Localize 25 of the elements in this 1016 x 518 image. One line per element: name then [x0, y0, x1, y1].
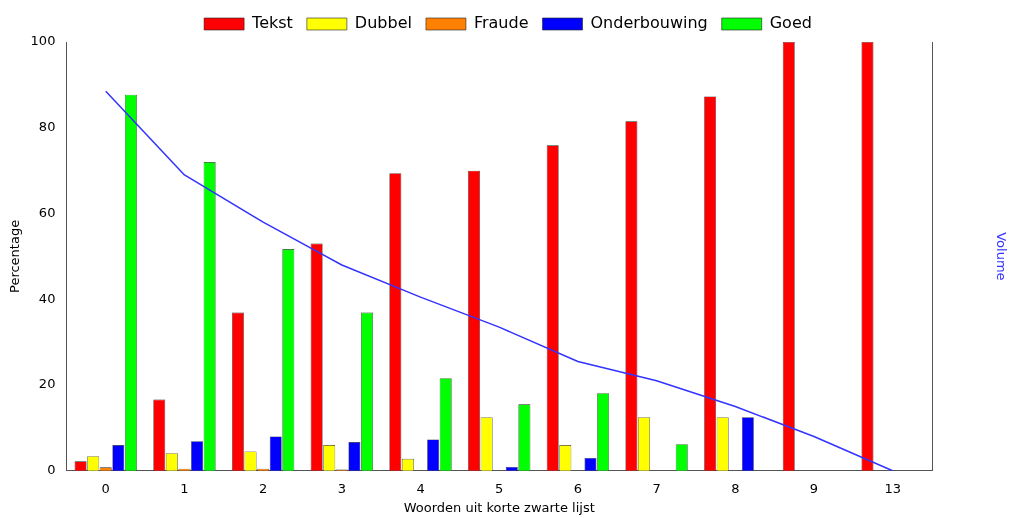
legend-label: Onderbouwing	[590, 13, 708, 33]
x-axis-title: Woorden uit korte zwarte lijst	[403, 499, 595, 515]
y-tick-label: 100	[30, 33, 56, 49]
x-tick-label: 3	[337, 480, 346, 496]
legend-label: Tekst	[251, 13, 293, 33]
y-axis-title: Percentage	[7, 219, 23, 293]
x-tick-label: 7	[652, 480, 661, 496]
x-tick-label: 13	[884, 480, 901, 496]
legend-label: Fraude	[473, 13, 529, 33]
x-tick-label: 5	[495, 480, 504, 496]
x-tick-label: 6	[573, 480, 583, 496]
x-tick-label: 8	[731, 480, 740, 496]
x-tick-label: 1	[180, 480, 189, 496]
y-tick-label: 0	[47, 462, 56, 478]
y2-axis-title: Volume	[993, 232, 1009, 281]
legend-label: Dubbel	[354, 13, 412, 33]
legend-label: Goed	[769, 13, 812, 33]
x-tick-label: 2	[259, 480, 268, 496]
y-tick-label: 60	[38, 204, 56, 220]
y-tick-label: 40	[38, 290, 56, 306]
y-tick-label: 20	[38, 376, 56, 392]
x-tick-label: 0	[101, 480, 110, 496]
x-tick-label: 4	[416, 480, 425, 496]
x-tick-label: 9	[809, 480, 819, 496]
y-tick-label: 80	[38, 119, 56, 135]
